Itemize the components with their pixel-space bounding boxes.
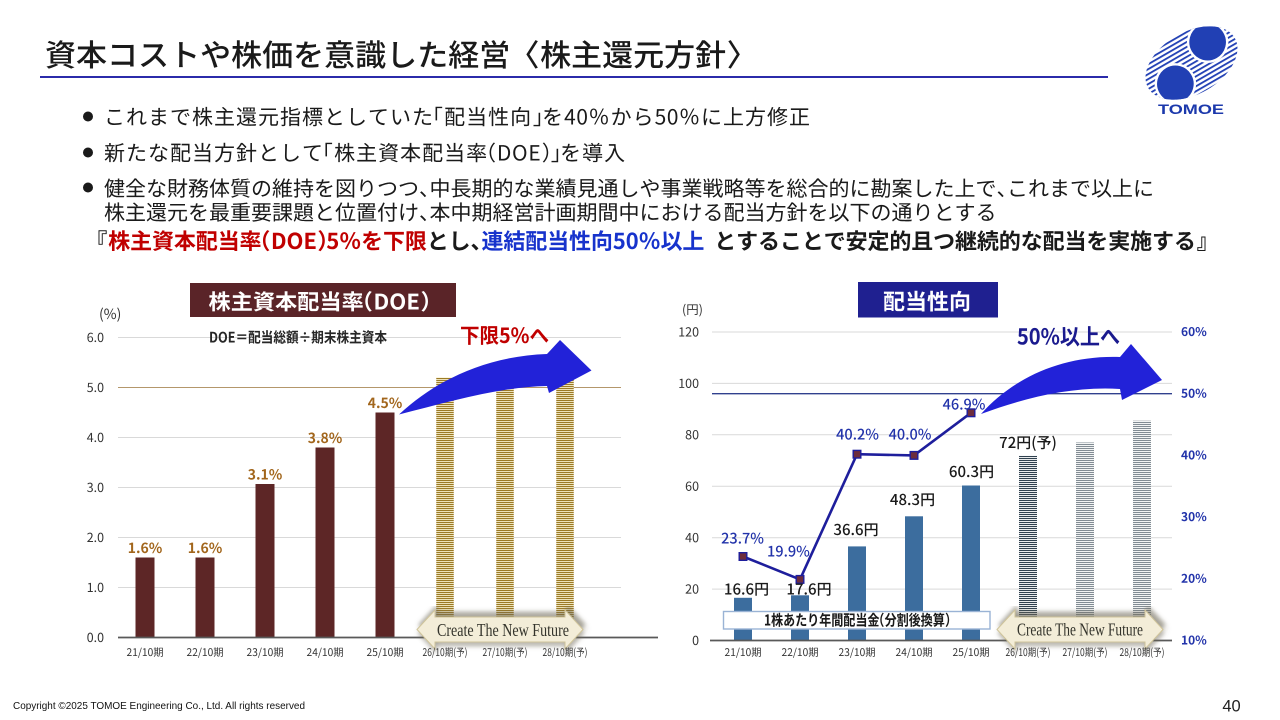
svg-text:40: 40 xyxy=(1222,698,1240,716)
svg-text:Copyright ©2025 TOMOE Engineer: Copyright ©2025 TOMOE Engineering Co., L… xyxy=(13,700,305,712)
svg-text:Create The New Future: Create The New Future xyxy=(1017,620,1143,640)
svg-text:TOMOE: TOMOE xyxy=(1158,102,1224,117)
svg-text:Create The New Future: Create The New Future xyxy=(437,620,569,640)
